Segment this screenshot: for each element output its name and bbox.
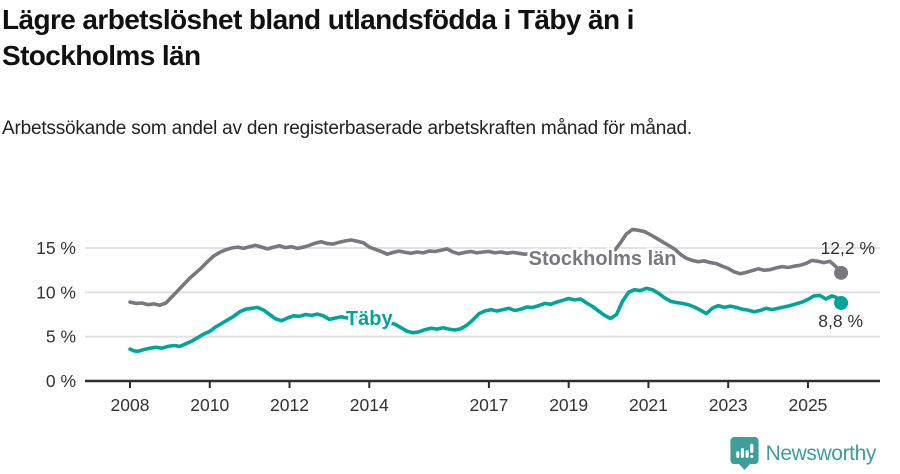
series-line-stockholms-l-n	[128, 227, 843, 308]
end-value-label-t-by: 8,8 %	[818, 311, 863, 331]
y-tick-label-10: 10 %	[36, 282, 76, 302]
newsworthy-logo-text: Newsworthy	[765, 441, 877, 465]
x-tick-label-2017: 2017	[469, 395, 508, 415]
logo-bubble-shape	[730, 437, 759, 470]
series-label-stockholms-l-n: Stockholms län	[529, 248, 677, 270]
chart-title: Lägre arbetslöshet bland utlandsfödda i …	[2, 4, 634, 71]
x-tick-label-2021: 2021	[629, 395, 668, 415]
chart-subtitle: Arbetssökande som andel av den registerb…	[2, 118, 692, 139]
end-dot-stockholms-l-n	[834, 265, 849, 280]
newsworthy-logo: Newsworthy	[730, 437, 876, 470]
newsworthy-logo-icon	[730, 437, 759, 470]
x-tick-label-2023: 2023	[709, 395, 748, 415]
series-label-t-by: Täby	[346, 308, 394, 330]
y-tick-label-0: 0 %	[46, 371, 76, 391]
x-tick-label-2008: 2008	[111, 395, 150, 415]
x-tick-label-2012: 2012	[270, 395, 309, 415]
x-tick-label-2019: 2019	[549, 395, 588, 415]
y-tick-label-15: 15 %	[36, 238, 76, 258]
x-tick-label-2014: 2014	[350, 395, 389, 415]
y-tick-label-5: 5 %	[46, 327, 76, 347]
series-line-t-by	[128, 286, 843, 354]
x-tick-label-2025: 2025	[788, 395, 827, 415]
end-value-label-stockholms-l-n: 12,2 %	[821, 238, 875, 258]
logo-barchart-exclamation-glyph	[735, 443, 753, 459]
x-tick-label-2010: 2010	[190, 395, 229, 415]
end-dot-t-by	[834, 295, 849, 310]
